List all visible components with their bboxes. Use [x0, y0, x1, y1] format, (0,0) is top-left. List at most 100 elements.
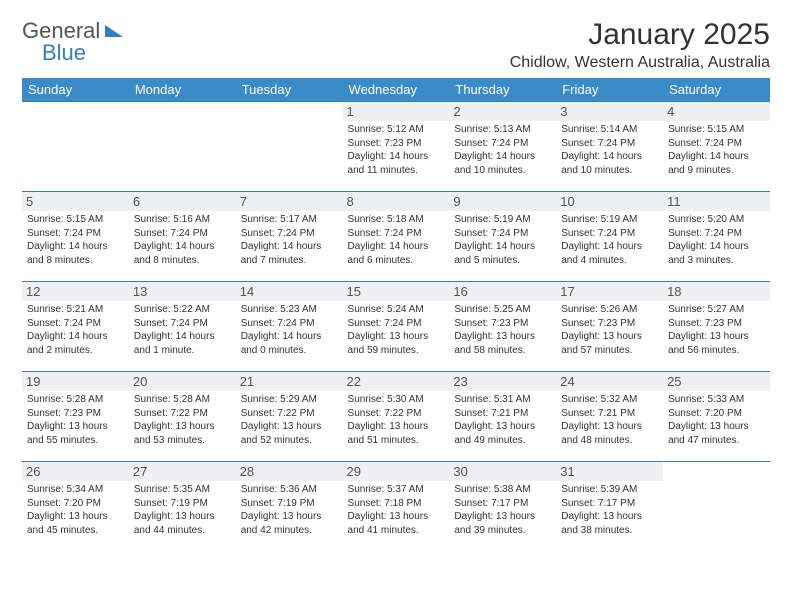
weekday-header: Monday [129, 78, 236, 102]
day-info: Sunrise: 5:28 AMSunset: 7:22 PMDaylight:… [134, 393, 231, 447]
calendar-cell: 29Sunrise: 5:37 AMSunset: 7:18 PMDayligh… [343, 462, 450, 552]
day-info: Sunrise: 5:19 AMSunset: 7:24 PMDaylight:… [561, 213, 658, 267]
day-info: Sunrise: 5:21 AMSunset: 7:24 PMDaylight:… [27, 303, 124, 357]
day-number: 10 [556, 192, 663, 211]
calendar-cell: 30 Sunrise: 5:38 AMSunset: 7:17 PMDayligh… [449, 462, 556, 552]
day-number: 3 [556, 102, 663, 121]
location-subtitle: Chidlow, Western Australia, Australia [510, 54, 770, 72]
day-info: Sunrise: 5:12 AMSunset: 7:23 PMDaylight:… [348, 123, 445, 177]
day-number: 23 [449, 372, 556, 391]
day-info: Sunrise: 5:32 AMSunset: 7:21 PMDaylight:… [561, 393, 658, 447]
triangle-icon [105, 25, 123, 37]
calendar-cell: 16 Sunrise: 5:25 AMSunset: 7:23 PMDayligh… [449, 282, 556, 372]
day-info: Sunrise: 5:14 AMSunset: 7:24 PMDaylight:… [561, 123, 658, 177]
day-info: Sunrise: 5:36 AMSunset: 7:19 PMDaylight:… [241, 483, 338, 537]
day-number: 4 [663, 102, 770, 121]
day-info: Sunrise: 5:25 AMSunset: 7:23 PMDaylight:… [454, 303, 551, 357]
day-number: 21 [236, 372, 343, 391]
day-number: 8 [343, 192, 450, 211]
calendar-cell: 22 Sunrise: 5:30 AMSunset: 7:22 PMDayligh… [343, 372, 450, 462]
day-number: 17 [556, 282, 663, 301]
calendar-cell: 23 Sunrise: 5:31 AMSunset: 7:21 PMDayligh… [449, 372, 556, 462]
day-number: 5 [22, 192, 129, 211]
day-info: Sunrise: 5:31 AMSunset: 7:21 PMDaylight:… [454, 393, 551, 447]
day-info: Sunrise: 5:35 AMSunset: 7:19 PMDaylight:… [134, 483, 231, 537]
calendar-cell: 5 Sunrise: 5:15 AMSunset: 7:24 PMDaylight… [22, 192, 129, 282]
day-number: 24 [556, 372, 663, 391]
day-info: Sunrise: 5:26 AMSunset: 7:23 PMDaylight:… [561, 303, 658, 357]
day-info: Sunrise: 5:29 AMSunset: 7:22 PMDaylight:… [241, 393, 338, 447]
calendar-cell: 9 Sunrise: 5:19 AMSunset: 7:24 PMDaylight… [449, 192, 556, 282]
day-info: Sunrise: 5:15 AMSunset: 7:24 PMDaylight:… [27, 213, 124, 267]
day-number: 11 [663, 192, 770, 211]
calendar-cell-empty [663, 462, 770, 552]
calendar-cell: 26Sunrise: 5:34 AMSunset: 7:20 PMDayligh… [22, 462, 129, 552]
day-number: 2 [449, 102, 556, 121]
calendar-cell: 13 Sunrise: 5:22 AMSunset: 7:24 PMDayligh… [129, 282, 236, 372]
header-bar: General Blue January 2025 Chidlow, Weste… [22, 18, 770, 72]
day-info: Sunrise: 5:19 AMSunset: 7:24 PMDaylight:… [454, 213, 551, 267]
day-number: 27 [129, 462, 236, 481]
calendar-week-row: 19 Sunrise: 5:28 AMSunset: 7:23 PMDayligh… [22, 372, 770, 462]
calendar-week-row: 26Sunrise: 5:34 AMSunset: 7:20 PMDayligh… [22, 462, 770, 552]
calendar-cell: 27 Sunrise: 5:35 AMSunset: 7:19 PMDayligh… [129, 462, 236, 552]
calendar-cell: 1 Sunrise: 5:12 AMSunset: 7:23 PMDaylight… [343, 102, 450, 192]
weekday-header: Saturday [663, 78, 770, 102]
calendar-body: 1 Sunrise: 5:12 AMSunset: 7:23 PMDaylight… [22, 102, 770, 552]
calendar-cell: 19 Sunrise: 5:28 AMSunset: 7:23 PMDayligh… [22, 372, 129, 462]
day-info: Sunrise: 5:15 AMSunset: 7:24 PMDaylight:… [668, 123, 765, 177]
day-number: 25 [663, 372, 770, 391]
day-number: 12 [22, 282, 129, 301]
calendar-cell: 28Sunrise: 5:36 AMSunset: 7:19 PMDayligh… [236, 462, 343, 552]
day-number: 14 [236, 282, 343, 301]
calendar-header-row: SundayMondayTuesdayWednesdayThursdayFrid… [22, 78, 770, 102]
day-number: 19 [22, 372, 129, 391]
day-number: 29 [343, 462, 450, 481]
day-info: Sunrise: 5:18 AMSunset: 7:24 PMDaylight:… [348, 213, 445, 267]
day-info: Sunrise: 5:38 AMSunset: 7:17 PMDaylight:… [454, 483, 551, 537]
day-info: Sunrise: 5:16 AMSunset: 7:24 PMDaylight:… [134, 213, 231, 267]
day-info: Sunrise: 5:30 AMSunset: 7:22 PMDaylight:… [348, 393, 445, 447]
calendar-cell: 12 Sunrise: 5:21 AMSunset: 7:24 PMDayligh… [22, 282, 129, 372]
day-info: Sunrise: 5:22 AMSunset: 7:24 PMDaylight:… [134, 303, 231, 357]
calendar-cell: 31 Sunrise: 5:39 AMSunset: 7:17 PMDayligh… [556, 462, 663, 552]
day-number: 16 [449, 282, 556, 301]
calendar-cell: 17 Sunrise: 5:26 AMSunset: 7:23 PMDayligh… [556, 282, 663, 372]
day-number: 1 [343, 102, 450, 121]
calendar-cell: 11 Sunrise: 5:20 AMSunset: 7:24 PMDayligh… [663, 192, 770, 282]
calendar-cell: 20Sunrise: 5:28 AMSunset: 7:22 PMDayligh… [129, 372, 236, 462]
weekday-header: Sunday [22, 78, 129, 102]
day-info: Sunrise: 5:20 AMSunset: 7:24 PMDaylight:… [668, 213, 765, 267]
calendar-cell: 14Sunrise: 5:23 AMSunset: 7:24 PMDayligh… [236, 282, 343, 372]
day-info: Sunrise: 5:27 AMSunset: 7:23 PMDaylight:… [668, 303, 765, 357]
day-info: Sunrise: 5:24 AMSunset: 7:24 PMDaylight:… [348, 303, 445, 357]
day-number: 15 [343, 282, 450, 301]
title-block: January 2025 Chidlow, Western Australia,… [510, 18, 770, 72]
calendar-cell: 24 Sunrise: 5:32 AMSunset: 7:21 PMDayligh… [556, 372, 663, 462]
calendar-week-row: 12 Sunrise: 5:21 AMSunset: 7:24 PMDayligh… [22, 282, 770, 372]
calendar-cell: 8 Sunrise: 5:18 AMSunset: 7:24 PMDaylight… [343, 192, 450, 282]
calendar-cell: 3 Sunrise: 5:14 AMSunset: 7:24 PMDaylight… [556, 102, 663, 192]
day-number: 31 [556, 462, 663, 481]
calendar-cell-empty [22, 102, 129, 192]
day-info: Sunrise: 5:28 AMSunset: 7:23 PMDaylight:… [27, 393, 124, 447]
logo: General Blue [22, 18, 123, 66]
calendar-cell: 10 Sunrise: 5:19 AMSunset: 7:24 PMDayligh… [556, 192, 663, 282]
weekday-header: Thursday [449, 78, 556, 102]
calendar-week-row: 5 Sunrise: 5:15 AMSunset: 7:24 PMDaylight… [22, 192, 770, 282]
day-number: 13 [129, 282, 236, 301]
day-number: 30 [449, 462, 556, 481]
day-number: 9 [449, 192, 556, 211]
day-number: 6 [129, 192, 236, 211]
calendar-cell: 21 Sunrise: 5:29 AMSunset: 7:22 PMDayligh… [236, 372, 343, 462]
weekday-header: Friday [556, 78, 663, 102]
weekday-header: Wednesday [343, 78, 450, 102]
calendar-cell-empty [129, 102, 236, 192]
day-number: 22 [343, 372, 450, 391]
day-info: Sunrise: 5:39 AMSunset: 7:17 PMDaylight:… [561, 483, 658, 537]
calendar-cell: 18Sunrise: 5:27 AMSunset: 7:23 PMDayligh… [663, 282, 770, 372]
month-title: January 2025 [510, 18, 770, 52]
day-number: 7 [236, 192, 343, 211]
day-info: Sunrise: 5:17 AMSunset: 7:24 PMDaylight:… [241, 213, 338, 267]
calendar-week-row: 1 Sunrise: 5:12 AMSunset: 7:23 PMDaylight… [22, 102, 770, 192]
